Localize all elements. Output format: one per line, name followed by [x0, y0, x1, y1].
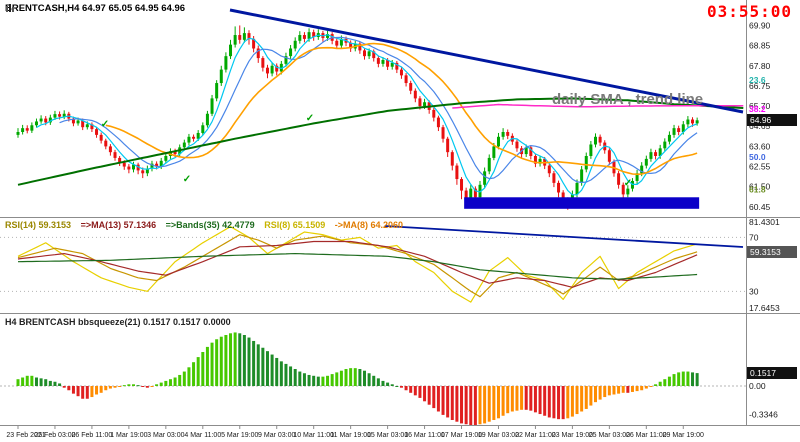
svg-text:23 Feb 2021: 23 Feb 2021: [6, 432, 45, 439]
svg-text:15 Mar 03:00: 15 Mar 03:00: [367, 432, 408, 439]
svg-text:29 Mar 19:00: 29 Mar 19:00: [663, 432, 704, 439]
svg-text:63.60: 63.60: [749, 141, 771, 151]
svg-text:11 Mar 19:00: 11 Mar 19:00: [330, 432, 371, 439]
svg-text:5 Mar 19:00: 5 Mar 19:00: [221, 432, 258, 439]
rsi-ma13-value-label: =>MA(13) 57.1346: [80, 220, 157, 230]
symbol-ohlc-text: BRENTCASH,H4 64.97 65.05 64.95 64.96: [5, 3, 186, 14]
candle-countdown-timer: 03:55:00: [706, 2, 792, 21]
svg-text:9 Mar 03:00: 9 Mar 03:00: [258, 432, 295, 439]
svg-text:30: 30: [749, 286, 759, 296]
svg-text:✓: ✓: [624, 178, 632, 189]
svg-text:19 Mar 03:00: 19 Mar 03:00: [478, 432, 519, 439]
trendline-annotation: daily SMA , trend line: [552, 91, 704, 108]
svg-text:66.75: 66.75: [749, 81, 771, 91]
svg-text:26 Feb 11:00: 26 Feb 11:00: [72, 432, 113, 439]
svg-text:68.85: 68.85: [749, 41, 771, 51]
svg-text:81.4301: 81.4301: [749, 217, 780, 227]
svg-text:1 Mar 19:00: 1 Mar 19:00: [110, 432, 147, 439]
main-price-panel: ✓ ✓ ✓ ✓: [16, 8, 744, 210]
svg-text:60.45: 60.45: [749, 202, 771, 212]
svg-text:67.80: 67.80: [749, 61, 771, 71]
squeeze-panel: 0.00 -0.3346: [0, 332, 778, 426]
rsi-bands-value-label: =>Bands(35) 42.4779: [165, 220, 255, 230]
rsi8-value-label: RSI(8) 65.1509: [264, 220, 326, 230]
svg-text:17.6453: 17.6453: [749, 303, 780, 313]
svg-text:✓: ✓: [101, 119, 109, 130]
svg-text:23 Mar 19:00: 23 Mar 19:00: [552, 432, 593, 439]
svg-text:22 Mar 11:00: 22 Mar 11:00: [515, 432, 556, 439]
svg-text:25 Feb 03:00: 25 Feb 03:00: [34, 432, 75, 439]
squeeze-indicator-header: H4 BRENTCASH bbsqueeze(21) 0.1517 0.1517…: [5, 317, 231, 327]
svg-text:4 Mar 11:00: 4 Mar 11:00: [184, 432, 221, 439]
squeeze-current-value-box: 0.1517: [747, 367, 797, 379]
svg-text:✓: ✓: [183, 174, 191, 185]
svg-text:65.70: 65.70: [749, 101, 771, 111]
svg-text:61.8: 61.8: [749, 185, 766, 195]
svg-text:0.00: 0.00: [749, 381, 766, 391]
svg-text:38.2: 38.2: [749, 104, 766, 114]
rsi14-value-label: RSI(14) 59.3153: [5, 220, 72, 230]
svg-text:17 Mar 19:00: 17 Mar 19:00: [441, 432, 482, 439]
svg-text:23.6: 23.6: [749, 75, 766, 85]
rsi-current-value-box: 59.3153: [747, 246, 797, 258]
rsi-trendline: [384, 225, 744, 248]
svg-text:10 Mar 11:00: 10 Mar 11:00: [293, 432, 334, 439]
svg-text:64.65: 64.65: [749, 121, 771, 131]
symbol-ohlc-header: BRENTCASH,H4 64.97 65.05 64.95 64.96: [5, 3, 185, 14]
rsi-indicator-header: RSI(14) 59.3153 =>MA(13) 57.1346 =>Bands…: [5, 220, 410, 230]
svg-text:16 Mar 11:00: 16 Mar 11:00: [404, 432, 445, 439]
svg-text:50.0: 50.0: [749, 152, 766, 162]
svg-text:-0.3346: -0.3346: [749, 409, 778, 419]
svg-text:69.90: 69.90: [749, 20, 771, 30]
svg-text:3 Mar 03:00: 3 Mar 03:00: [147, 432, 184, 439]
current-price-box: 64.96: [747, 114, 797, 126]
svg-text:25 Mar 03:00: 25 Mar 03:00: [589, 432, 630, 439]
price-axis: 69.90 68.85 67.80 66.75 65.70 64.65 63.60 62.55…: [749, 20, 771, 211]
svg-text:✓: ✓: [306, 113, 314, 124]
descending-trendline: [229, 8, 744, 114]
rsi-panel: 81.4301 70 30 17.6453: [0, 217, 780, 313]
svg-text:70: 70: [749, 232, 759, 242]
svg-text:26 Mar 11:00: 26 Mar 11:00: [626, 432, 667, 439]
rsi-ma8-value-label: ->MA(8) 64.2060: [334, 220, 404, 230]
support-zone-rectangle: [464, 197, 700, 209]
svg-text:62.55: 62.55: [749, 162, 771, 172]
chart-icon: [6, 4, 14, 12]
svg-text:61.50: 61.50: [749, 182, 771, 192]
